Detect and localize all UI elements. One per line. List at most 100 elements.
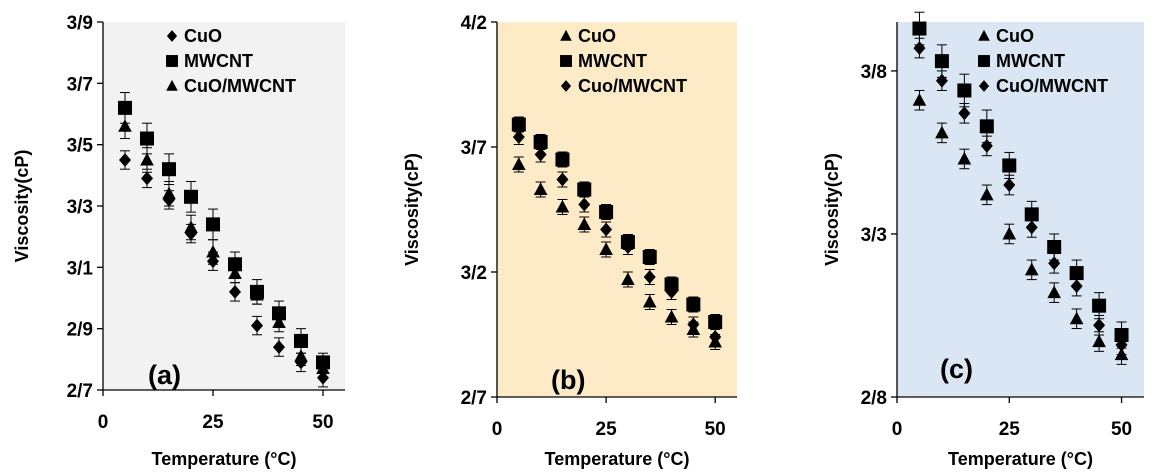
y-tick-label: 3/1 (67, 258, 94, 279)
data-point-square (1002, 158, 1017, 173)
data-point-diamond (229, 284, 241, 299)
data-point-square (162, 162, 176, 177)
data-point-triangle (621, 272, 635, 286)
data-point-square (912, 21, 927, 36)
data-point-diamond (534, 147, 547, 162)
data-point-diamond (512, 130, 525, 144)
data-point-diamond (643, 270, 656, 284)
x-tick-label: 50 (705, 419, 726, 440)
data-point-triangle (184, 220, 198, 233)
legend-label: CuO/MWCNT (184, 76, 296, 96)
data-point-triangle (1069, 311, 1084, 325)
data-point-diamond (556, 172, 569, 187)
data-point-square (1092, 298, 1107, 313)
x-tick-label: 25 (596, 419, 618, 440)
data-point-diamond (600, 222, 613, 237)
x-tick-label: 25 (999, 419, 1021, 440)
legend: CuO MWCNT CuO/MWCNT (166, 26, 296, 96)
data-point-square (511, 117, 526, 132)
y-tick-label: 3/8 (861, 62, 887, 83)
legend-marker-square (166, 55, 178, 67)
legend-marker-square (560, 55, 572, 67)
y-axis-label: Viscosity(cP) (402, 153, 422, 266)
data-point-square (934, 54, 949, 69)
data-point-square (555, 152, 570, 167)
legend-item: CuO (560, 26, 616, 46)
y-tick-label: 2/7 (67, 381, 93, 402)
legend-marker-triangle (560, 29, 572, 41)
series-cuo-mwcnt (512, 129, 722, 345)
x-tick-label: 50 (312, 412, 333, 433)
x-tick-label: 0 (892, 419, 903, 440)
data-point-triangle (1047, 285, 1062, 299)
plot-area (897, 22, 1144, 397)
data-point-triangle (957, 151, 972, 165)
data-point-square (118, 100, 132, 115)
legend-item: MWCNT (560, 51, 647, 71)
chart-panel-a: 2/7 2/9 3/1 3/3 3/5 3/7 3/9 0 25 50 CuO MWCNT CuO/M… (12, 13, 345, 469)
y-tick-label: 2/8 (861, 388, 887, 409)
data-point-diamond (273, 340, 285, 354)
legend-label: CuO/MWCNT (996, 76, 1108, 96)
y-tick-label: 3/3 (861, 225, 887, 246)
series-mwcnt (118, 92, 330, 373)
data-point-square (294, 333, 308, 348)
data-point-triangle (1092, 334, 1106, 348)
data-point-triangle (272, 315, 286, 329)
panel-label: (b) (551, 365, 585, 395)
data-point-triangle (511, 157, 526, 171)
data-point-diamond (621, 240, 634, 254)
legend-marker-diamond (560, 80, 572, 92)
legend-label: CuO (996, 26, 1034, 46)
data-point-diamond (665, 285, 678, 299)
data-point-diamond (1070, 279, 1083, 294)
data-point-triangle (555, 199, 570, 213)
data-point-triangle (250, 287, 264, 301)
series-cuo-mwcnt (118, 113, 330, 379)
data-point-diamond (1003, 178, 1016, 192)
legend-marker-diamond (978, 80, 990, 92)
legend-marker-diamond (166, 30, 178, 42)
data-point-triangle (664, 309, 679, 323)
legend-marker-triangle (166, 79, 178, 91)
data-point-triangle (1024, 262, 1039, 276)
data-point-square (957, 83, 972, 98)
y-tick-label: 3/5 (67, 136, 94, 157)
data-point-diamond (1048, 256, 1061, 271)
data-point-triangle (1002, 226, 1017, 240)
chart-panel-c: 2/8 3/3 3/8 0 25 50 CuO MWCNT CuO/MWCNT (c) Tem… (822, 11, 1144, 469)
data-point-diamond (119, 153, 131, 167)
data-point-square (642, 250, 657, 264)
legend-label: CuO (578, 26, 616, 46)
legend-item: CuO/MWCNT (978, 76, 1108, 96)
data-point-triangle (162, 186, 176, 200)
legend-marker-triangle (978, 29, 990, 41)
legend-label: MWCNT (184, 51, 253, 71)
y-axis-label: Viscosity(cP) (822, 153, 842, 266)
data-point-triangle (140, 152, 154, 166)
data-point-triangle (642, 294, 657, 308)
legend-label: CuO (184, 26, 222, 46)
data-point-diamond (935, 73, 948, 88)
x-tick-label: 0 (98, 412, 109, 433)
legend: CuO MWCNT Cuo/MWCNT (560, 26, 687, 96)
y-tick-label: 3/7 (67, 74, 93, 95)
data-point-diamond (578, 197, 591, 212)
data-point-triangle (979, 187, 994, 201)
data-point-triangle (294, 349, 308, 362)
y-tick-label: 3/7 (461, 138, 487, 159)
legend-label: MWCNT (996, 51, 1065, 71)
data-point-square (686, 297, 701, 312)
data-point-square (184, 189, 198, 204)
data-point-diamond (980, 139, 993, 153)
legend: CuO MWCNT CuO/MWCNT (978, 26, 1108, 96)
data-point-diamond (1025, 220, 1038, 235)
x-tick-label: 25 (202, 412, 224, 433)
y-axis-label: Viscosity(cP) (12, 150, 32, 263)
y-tick-label: 4/2 (461, 13, 487, 34)
y-tick-label: 2/7 (461, 388, 487, 409)
data-point-square (979, 119, 994, 134)
legend-item: CuO (166, 26, 222, 46)
series-cuo-mwcnt (913, 37, 1128, 356)
